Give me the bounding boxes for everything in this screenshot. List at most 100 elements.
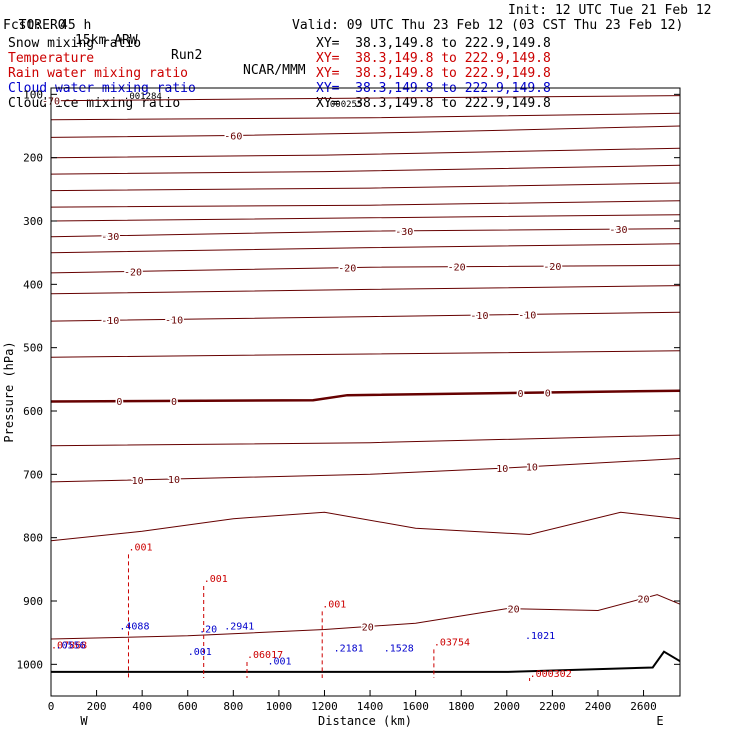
x-tick-label: 800	[223, 700, 243, 713]
isotherm-line	[50, 112, 681, 121]
x-axis-label: Distance (km)	[318, 714, 412, 728]
isotherm-label: -10	[101, 316, 119, 327]
isotherm-line	[50, 511, 681, 542]
isotherm-label: -30	[101, 232, 119, 243]
model-name: TORERO	[18, 18, 66, 33]
isotherm-line	[50, 434, 681, 447]
isotherm-label: -10	[518, 310, 536, 321]
x-end-label-west: W	[80, 714, 88, 728]
isotherm-label: -10	[470, 311, 488, 322]
cloud-water-label: .0556	[56, 641, 86, 652]
isotherm-label: 10	[168, 475, 180, 486]
isotherm-label: -20	[124, 267, 142, 278]
run-label: Run2	[171, 48, 203, 63]
y-tick-label: 800	[23, 532, 43, 545]
isotherm-label: 10	[496, 464, 508, 475]
y-tick-label: 500	[23, 342, 43, 355]
x-tick-label: 1800	[448, 700, 475, 713]
isotherm-label: 0	[171, 397, 177, 408]
isotherm-line	[50, 243, 681, 254]
cloud-water-label: .2181	[334, 644, 364, 655]
isotherm-label: -30	[609, 225, 627, 236]
x-tick-label: 400	[132, 700, 152, 713]
rain-label: .001	[128, 542, 152, 553]
x-tick-label: 1200	[311, 700, 338, 713]
header-line-1: TORERO 15km ARW Run2 NCAR/MMM	[3, 3, 306, 78]
isotherm-label: 0	[517, 389, 523, 400]
x-tick-label: 2600	[630, 700, 657, 713]
field-xy-temperature: XY= 38.3,149.8 to 222.9,149.8	[316, 51, 551, 66]
isotherm-label: 20	[508, 605, 520, 616]
field-xy-cloud-ice: XY= 38.3,149.8 to 222.9,149.8	[316, 96, 551, 111]
forecast-label: Fcst:	[3, 18, 43, 33]
field-name-rain: Rain water mixing ratio	[8, 66, 189, 81]
plot-frame	[50, 87, 681, 697]
x-end-label-east: E	[656, 714, 663, 728]
y-tick-label: 700	[23, 468, 43, 481]
isotherm-label: -30	[395, 227, 413, 238]
isotherm-label: 10	[526, 463, 538, 474]
isotherm-line	[50, 125, 681, 138]
isotherm-line	[50, 285, 681, 295]
isotherm-label: -20	[448, 263, 466, 274]
init-time: Init: 12 UTC Tue 21 Feb 12	[508, 3, 712, 18]
isotherm-label: 20	[362, 622, 374, 633]
x-tick-label: 600	[178, 700, 198, 713]
cloud-ice-label: .000255	[324, 100, 362, 110]
rain-label: .06017	[247, 650, 283, 661]
isotherm-label: 0	[545, 388, 551, 399]
rain-label: .07868	[51, 641, 87, 652]
field-xy-rain: XY= 38.3,149.8 to 222.9,149.8	[316, 66, 551, 81]
x-tick-label: 1600	[402, 700, 429, 713]
x-tick-label: 2000	[494, 700, 521, 713]
isotherm-line	[50, 311, 681, 322]
isotherm-line	[50, 594, 681, 640]
isotherm-line	[50, 264, 681, 274]
valid-time: Valid: 09 UTC Thu 23 Feb 12 (03 CST Thu …	[292, 18, 684, 33]
y-tick-label: 300	[23, 215, 43, 228]
isotherm-label: -60	[224, 132, 242, 143]
cloud-water-label: .1021	[525, 631, 555, 642]
isotherm-label: 0	[116, 397, 122, 408]
plot-layer: -70-60-30 -30 -30-20 -20 -20 -20-10 -10 -10 -100…	[40, 92, 681, 681]
x-tick-label: 1400	[357, 700, 384, 713]
y-tick-label: 100	[23, 88, 43, 101]
x-tick-label: 0	[48, 700, 55, 713]
isotherm-line	[50, 458, 681, 483]
organization: NCAR/MMM	[243, 63, 306, 78]
isotherm-line	[50, 182, 681, 192]
y-tick-label: 400	[23, 278, 43, 291]
field-xy-snow: XY= 38.3,149.8 to 222.9,149.8	[316, 36, 551, 51]
cloud-water-label: .001	[188, 647, 212, 658]
cloud-water-label: .4088	[119, 622, 149, 633]
isotherm-line	[50, 147, 681, 159]
field-name-snow: Snow mixing ratio	[8, 36, 142, 51]
cloud-water-label: .20	[199, 625, 217, 636]
model-resolution: 15km ARW	[75, 33, 138, 48]
cloud-water-label: .1528	[384, 644, 414, 655]
x-tick-label: 2200	[539, 700, 566, 713]
rain-label: .001	[204, 574, 228, 585]
isotherm-line	[50, 164, 681, 175]
rain-label: .03754	[434, 637, 470, 648]
isotherm-line	[50, 214, 681, 222]
x-tick-label: 200	[87, 700, 107, 713]
y-tick-label: 600	[23, 405, 43, 418]
x-tick-label: 2400	[585, 700, 612, 713]
cloud-ice-label: .001284	[124, 92, 162, 102]
isotherm-line	[50, 389, 681, 403]
rain-label: .001	[322, 599, 346, 610]
terrain-line	[51, 650, 681, 673]
field-name-temperature: Temperature	[8, 51, 95, 66]
isotherm-label: -20	[338, 264, 356, 275]
isotherm-label: 10	[132, 476, 144, 487]
cloud-water-label: .001	[268, 656, 292, 667]
x-tick-label: 1000	[266, 700, 293, 713]
isotherm-label: -20	[543, 262, 561, 273]
isotherm-line	[50, 95, 681, 102]
isotherm-line	[50, 200, 681, 208]
rain-label: .000302	[530, 669, 572, 680]
y-tick-label: 200	[23, 152, 43, 165]
